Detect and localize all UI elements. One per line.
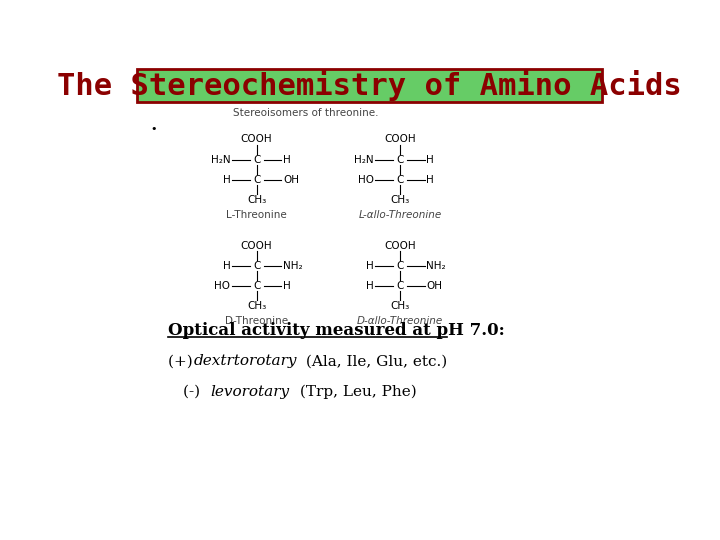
Text: H₂N: H₂N [211,154,230,165]
Text: C: C [253,154,261,165]
Text: CH₃: CH₃ [247,301,266,311]
Text: Optical activity measured at pH 7.0:: Optical activity measured at pH 7.0: [168,322,504,339]
Text: H: H [222,174,230,185]
Text: C: C [253,281,261,291]
Text: (Trp, Leu, Phe): (Trp, Leu, Phe) [295,385,417,399]
Text: CH₃: CH₃ [247,194,266,205]
Text: The Stereochemistry of Amino Acids: The Stereochemistry of Amino Acids [57,70,681,101]
Text: C: C [396,261,404,271]
Text: (+): (+) [168,354,197,368]
Text: NH₂: NH₂ [426,261,446,271]
Text: OH: OH [426,281,442,291]
Text: D-αllo-Threonine: D-αllo-Threonine [357,316,443,326]
Text: levorotary: levorotary [210,385,289,399]
Text: Stereoisomers of threonine.: Stereoisomers of threonine. [233,109,379,118]
Text: H: H [366,261,374,271]
Text: COOH: COOH [384,134,416,145]
Text: C: C [396,154,404,165]
Text: H₂N: H₂N [354,154,374,165]
Text: COOH: COOH [384,241,416,251]
Text: •: • [150,125,157,134]
Text: H: H [426,174,434,185]
Text: (Ala, Ile, Glu, etc.): (Ala, Ile, Glu, etc.) [301,354,447,368]
Text: HO: HO [358,174,374,185]
Text: C: C [253,174,261,185]
Text: H: H [426,154,434,165]
Text: NH₂: NH₂ [283,261,302,271]
Text: C: C [253,261,261,271]
Text: HO: HO [215,281,230,291]
Text: H: H [283,154,291,165]
Text: CH₃: CH₃ [390,301,410,311]
Text: L-αllo-Threonine: L-αllo-Threonine [359,210,441,220]
Text: H: H [366,281,374,291]
Text: (-): (-) [183,385,205,399]
FancyBboxPatch shape [137,70,601,102]
Text: H: H [222,261,230,271]
Text: CH₃: CH₃ [390,194,410,205]
Text: dextrtorotary: dextrtorotary [194,354,297,368]
Text: OH: OH [283,174,299,185]
Text: L-Threonine: L-Threonine [226,210,287,220]
Text: COOH: COOH [240,241,272,251]
Text: D-Threonine: D-Threonine [225,316,288,326]
Text: COOH: COOH [240,134,272,145]
Text: C: C [396,281,404,291]
Text: C: C [396,174,404,185]
Text: H: H [283,281,291,291]
